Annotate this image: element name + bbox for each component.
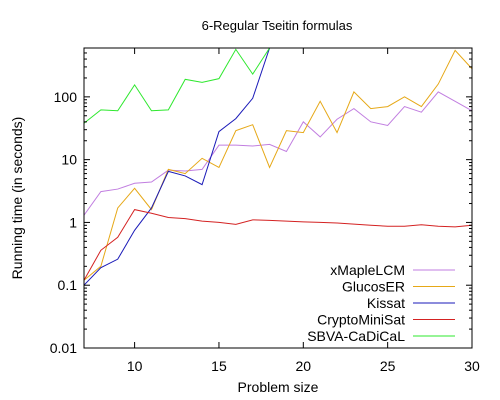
- series-line-xmaplelcm: [84, 91, 472, 216]
- legend-label-xmaplelcm: xMapleLCM: [330, 262, 405, 278]
- x-tick-label: 30: [464, 358, 480, 374]
- y-tick-label: 100: [54, 89, 78, 105]
- y-tick-label: 1: [69, 214, 77, 230]
- chart-title: 6-Regular Tseitin formulas: [202, 18, 353, 33]
- series-line-glucoser: [84, 49, 472, 281]
- axis-ticks: 10 15 20 25 30 0.01 0.1 1 10 100: [50, 47, 480, 374]
- legend: xMapleLCMGlucosERKissatCryptoMiniSatSBVA…: [307, 262, 455, 344]
- legend-label-glucoser: GlucosER: [342, 279, 405, 295]
- y-tick-label: 0.01: [50, 340, 77, 356]
- series-line-sbva-cadical: [84, 48, 270, 124]
- y-tick-label: 0.1: [58, 277, 78, 293]
- plot-frame: [83, 47, 473, 349]
- y-tick-label: 10: [61, 152, 77, 168]
- series-line-cryptominisat: [84, 209, 472, 281]
- legend-label-kissat: Kissat: [367, 295, 405, 311]
- y-axis-label: Running time (in seconds): [9, 117, 25, 280]
- series-layer: [84, 48, 472, 286]
- series-line-kissat: [84, 48, 271, 286]
- x-tick-label: 20: [296, 358, 312, 374]
- x-tick-label: 25: [380, 358, 396, 374]
- legend-label-cryptominisat: CryptoMiniSat: [317, 312, 405, 328]
- x-axis-label: Problem size: [238, 379, 319, 395]
- x-tick-label: 10: [127, 358, 143, 374]
- legend-label-sbva-cadical: SBVA-CaDiCaL: [307, 328, 405, 344]
- x-tick-label: 15: [211, 358, 227, 374]
